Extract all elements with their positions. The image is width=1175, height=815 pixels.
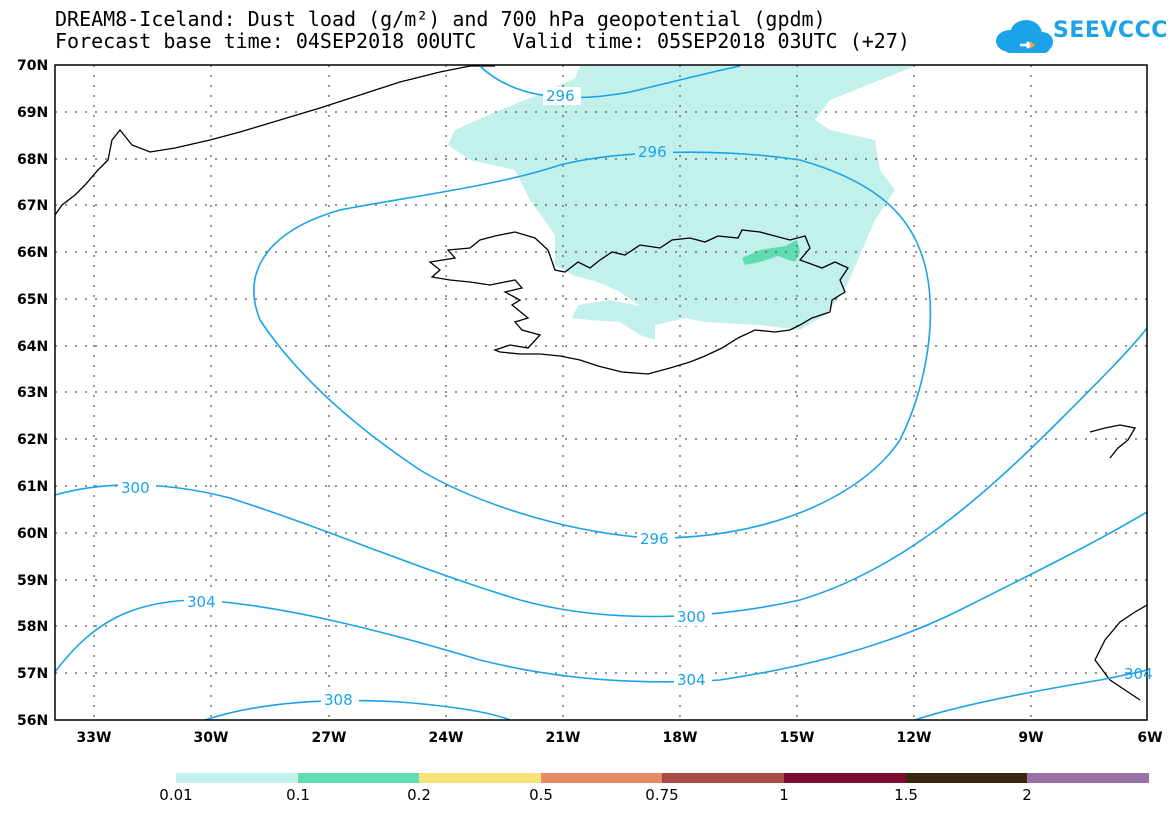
longitude-labels: 33W 30W 27W 24W 21W 18W 15W 12W 9W 6W xyxy=(77,730,1163,746)
iceland-coast xyxy=(428,229,849,375)
colorbar-label: 0.1 xyxy=(286,786,310,804)
lat-label: 61N xyxy=(17,479,48,495)
lon-label: 21W xyxy=(546,730,581,746)
greenland-coast xyxy=(55,65,495,216)
contour-296-main xyxy=(253,151,932,539)
lat-label: 66N xyxy=(17,245,48,261)
colorbar-label: 0.5 xyxy=(529,786,553,804)
colorbar-segment xyxy=(176,773,298,783)
dust-area-mid xyxy=(742,240,800,265)
contour-296-north xyxy=(479,65,741,99)
lat-label: 67N xyxy=(17,198,48,214)
lon-label: 6W xyxy=(1137,730,1162,746)
dust-area-low xyxy=(448,66,915,340)
colorbar-label: 0.75 xyxy=(645,786,679,804)
lat-label: 65N xyxy=(17,292,48,308)
lon-label: 33W xyxy=(77,730,112,746)
contour-304-se xyxy=(914,669,1147,720)
contour-308 xyxy=(204,699,511,720)
seevccc-logo xyxy=(996,20,1053,53)
contour-300 xyxy=(55,327,1147,618)
lon-label: 9W xyxy=(1018,730,1043,746)
scotland-coast xyxy=(1089,424,1147,701)
colorbar-label: 1.5 xyxy=(894,786,918,804)
lat-label: 62N xyxy=(17,432,48,448)
lon-label: 15W xyxy=(780,730,815,746)
contour-label: 296 xyxy=(546,87,575,105)
latitude-labels: 70N 69N 68N 67N 66N 65N 64N 63N 62N 61N … xyxy=(17,58,48,729)
map-title: DREAM8-Iceland: Dust load (g/m²) and 700… xyxy=(55,7,826,31)
contour-label: 296 xyxy=(640,530,669,548)
cloud-icon xyxy=(996,20,1053,53)
lon-label: 18W xyxy=(663,730,698,746)
lat-label: 56N xyxy=(17,713,48,729)
contour-label: 300 xyxy=(677,608,706,626)
contour-label: 304 xyxy=(677,671,706,689)
lat-label: 68N xyxy=(17,152,48,168)
lat-label: 63N xyxy=(17,385,48,401)
lat-label: 64N xyxy=(17,339,48,355)
lon-label: 24W xyxy=(429,730,464,746)
lat-label: 57N xyxy=(17,666,48,682)
contour-label: 304 xyxy=(1124,665,1153,683)
lat-label: 58N xyxy=(17,619,48,635)
lon-label: 12W xyxy=(897,730,932,746)
colorbar-segment xyxy=(541,773,662,783)
lat-label: 60N xyxy=(17,526,48,542)
contour-label: 308 xyxy=(324,691,353,709)
colorbar-segment xyxy=(1027,773,1149,783)
colorbar-label: 1 xyxy=(779,786,789,804)
colorbar-segment xyxy=(906,773,1027,783)
map-subtitle: Forecast base time: 04SEP2018 00UTC Vali… xyxy=(55,29,910,53)
lon-label: 30W xyxy=(194,730,229,746)
lon-label: 27W xyxy=(312,730,347,746)
colorbar-segment xyxy=(419,773,541,783)
colorbar-label: 0.01 xyxy=(159,786,193,804)
colorbar-segment xyxy=(662,773,784,783)
contour-label: 296 xyxy=(638,143,667,161)
graticule xyxy=(55,65,1147,720)
colorbar-label: 0.2 xyxy=(407,786,431,804)
lat-label: 70N xyxy=(17,58,48,74)
lat-label: 69N xyxy=(17,105,48,121)
logo-text: SEEVCCC xyxy=(1053,18,1168,43)
coastlines xyxy=(55,65,1147,701)
map-frame xyxy=(54,64,1148,721)
colorbar-segment xyxy=(784,773,906,783)
contour-label: 304 xyxy=(187,593,216,611)
colorbar-label: 2 xyxy=(1022,786,1032,804)
geopotential-contours xyxy=(55,65,1147,720)
contour-labels: 296 296 300 296 304 300 308 304 304 xyxy=(118,87,1153,709)
contour-label: 300 xyxy=(121,479,150,497)
colorbar-segment xyxy=(298,773,419,783)
lat-label: 59N xyxy=(17,573,48,589)
